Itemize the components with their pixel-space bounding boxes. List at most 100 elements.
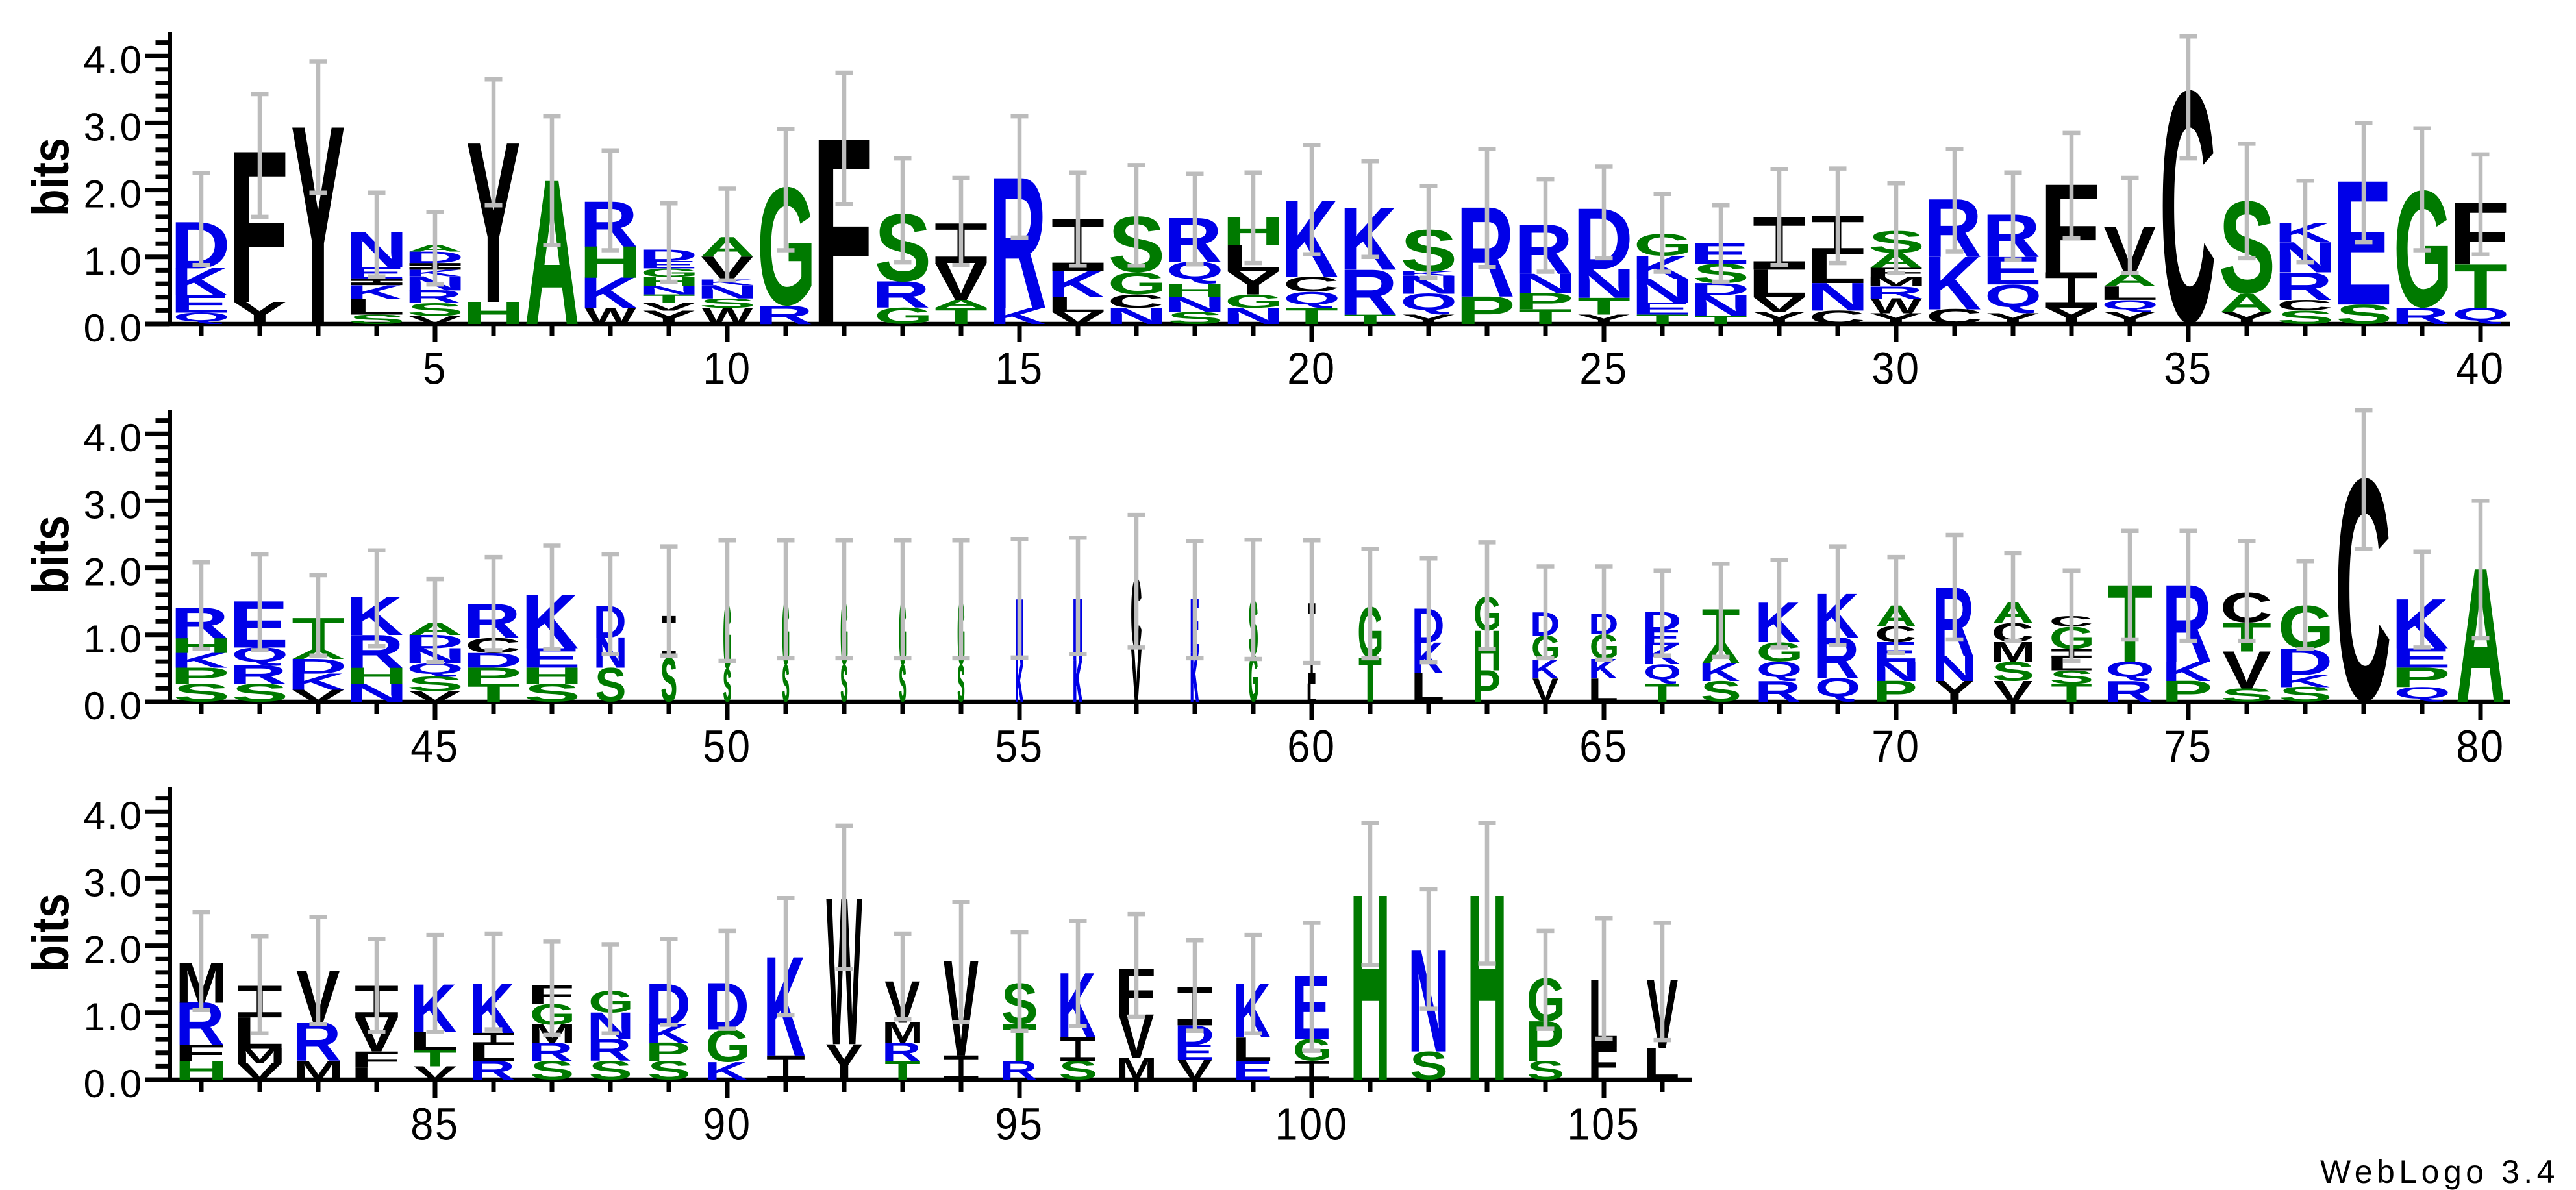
svg-text:R: R [2103,675,2153,708]
svg-text:S: S [1527,1056,1564,1085]
svg-text:S: S [723,660,731,712]
svg-text:G: G [1108,266,1167,301]
svg-text:L: L [1308,678,1316,708]
svg-text:K: K [1073,648,1082,715]
svg-text:N: N [1164,293,1227,317]
svg-text:V: V [1993,675,2032,708]
svg-text:E: E [1232,1056,1273,1086]
svg-text:Q: Q [2105,658,2155,682]
svg-text:K: K [1073,648,1082,715]
svg-text:S: S [349,312,406,327]
svg-text:T: T [467,678,520,707]
svg-text:W: W [585,303,636,329]
svg-text:Q: Q [173,310,230,325]
svg-text:Y: Y [1577,312,1631,327]
svg-text:F: F [350,1047,401,1072]
svg-text:R: R [1755,675,1801,708]
svg-text:Y: Y [1869,310,1923,328]
svg-text:T: T [884,1056,921,1086]
svg-text:V: V [408,688,461,705]
svg-text:N: N [1932,649,1977,689]
svg-text:K: K [989,303,1046,329]
svg-text:P: P [2161,675,2212,708]
svg-text:2.0: 2.0 [84,551,144,594]
svg-text:Y: Y [642,306,696,328]
svg-text:S: S [530,1056,575,1085]
svg-text:N: N [1222,303,1285,328]
svg-text:50: 50 [703,721,751,772]
svg-text:H: H [1164,280,1227,302]
svg-text:V: V [237,1059,282,1085]
svg-text:R: R [2391,303,2449,329]
svg-text:S: S [957,655,964,713]
svg-text:Q: Q [1984,278,2042,314]
svg-text:V: V [1177,1053,1212,1086]
svg-text:P: P [169,663,229,689]
svg-text:L: L [1232,1030,1272,1068]
svg-text:N: N [696,281,759,303]
svg-text:80: 80 [2456,721,2505,772]
svg-text:5: 5 [423,343,447,394]
svg-text:S: S [841,655,847,713]
svg-text:M: M [1116,1052,1157,1087]
svg-text:L: L [1307,678,1316,708]
svg-text:S: S [232,678,289,707]
svg-text:K: K [288,669,345,695]
svg-text:S: S [2279,683,2332,706]
svg-text:W: W [1871,294,1923,318]
svg-text:F: F [174,1040,226,1066]
svg-text:N: N [345,678,408,707]
svg-text:P: P [1455,288,1515,332]
svg-text:R: R [586,1032,631,1068]
svg-text:2.0: 2.0 [84,928,144,972]
svg-text:75: 75 [2164,721,2212,772]
svg-text:K: K [171,649,228,673]
svg-text:L: L [1588,671,1618,709]
svg-text:Q: Q [1757,657,1803,682]
svg-text:S: S [2277,307,2334,328]
svg-text:T: T [1636,312,1689,327]
svg-text:V: V [1131,633,1141,718]
svg-text:bits: bits [21,515,80,594]
svg-text:C: C [1283,273,1340,296]
svg-text:Q: Q [1644,660,1681,684]
svg-text:N: N [1690,289,1753,323]
svg-text:35: 35 [2164,343,2212,394]
svg-text:S: S [842,655,848,713]
svg-text:R: R [1339,256,1397,328]
svg-text:15: 15 [995,343,1044,394]
svg-text:S: S [407,672,464,695]
svg-text:D: D [287,654,347,678]
svg-text:S: S [899,655,905,713]
svg-text:S: S [958,655,964,713]
svg-text:4.0: 4.0 [84,416,144,460]
svg-text:S: S [595,658,626,712]
svg-text:S: S [782,655,789,713]
svg-text:P: P [462,663,521,689]
svg-text:K: K [1073,648,1082,715]
svg-text:V: V [642,301,695,313]
svg-text:60: 60 [1287,721,1336,772]
svg-text:W: W [702,303,753,329]
svg-text:WebLogo 3.4: WebLogo 3.4 [2320,1154,2559,1190]
svg-text:100: 100 [1275,1099,1348,1150]
svg-text:Q: Q [1283,288,1340,308]
svg-text:T: T [934,303,988,328]
svg-text:M: M [1866,275,1927,290]
svg-text:C: C [1926,305,1982,328]
svg-text:10: 10 [703,343,751,394]
svg-text:R: R [528,1037,573,1067]
svg-text:R: R [2274,264,2332,308]
svg-text:Y: Y [1226,264,1281,302]
svg-text:L: L [1643,1039,1679,1089]
svg-text:K: K [1699,658,1740,687]
svg-text:C: C [1108,291,1164,312]
svg-text:S: S [958,655,965,713]
svg-text:0.0: 0.0 [84,684,144,728]
svg-text:R: R [755,300,813,329]
svg-text:S: S [524,678,581,707]
svg-text:Q: Q [1815,673,1861,702]
svg-text:Y: Y [825,1033,864,1091]
svg-text:A: A [934,297,989,310]
svg-text:T: T [1577,293,1631,320]
